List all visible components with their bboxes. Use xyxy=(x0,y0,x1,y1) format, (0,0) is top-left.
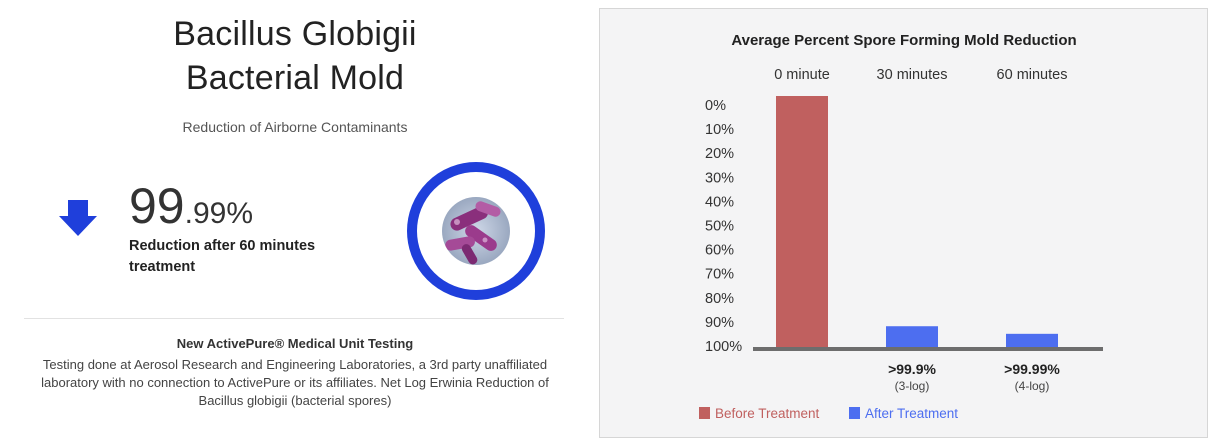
value-label-0: >99.9% xyxy=(888,361,936,377)
y-tick-label-0: 0% xyxy=(705,98,726,114)
y-tick-label-1: 10% xyxy=(705,122,734,138)
category-label-0: 0 minute xyxy=(774,67,830,83)
bar-after-treatment-1 xyxy=(886,326,938,349)
title-line-1: Bacillus Globigii xyxy=(173,15,417,53)
y-tick-label-2: 20% xyxy=(705,146,734,162)
y-tick-label-10: 100% xyxy=(705,339,742,355)
spore-reduction-chart: Average Percent Spore Forming Mold Reduc… xyxy=(699,32,1103,421)
y-tick-label-9: 90% xyxy=(705,315,734,331)
log-label-1: (4-log) xyxy=(1015,379,1050,393)
category-label-2: 60 minutes xyxy=(997,67,1068,83)
legend-label-0: Before Treatment xyxy=(715,406,820,421)
x-axis-line xyxy=(753,347,1103,351)
y-tick-label-4: 40% xyxy=(705,194,734,210)
arrow-down-icon xyxy=(59,200,97,236)
log-label-0: (3-log) xyxy=(895,379,930,393)
bar-after-treatment-2 xyxy=(1006,333,1058,349)
bacteria-image-icon xyxy=(407,162,545,300)
y-tick-label-7: 70% xyxy=(705,267,734,283)
testing-note-title: New ActivePure® Medical Unit Testing xyxy=(176,336,414,351)
legend-swatch-0 xyxy=(699,407,710,419)
y-tick-label-8: 80% xyxy=(705,291,734,307)
bar-before-treatment-0 xyxy=(776,96,828,349)
value-label-1: >99.99% xyxy=(1004,361,1060,377)
legend-label-1: After Treatment xyxy=(865,406,958,421)
reduction-value-decimal: .99% xyxy=(184,197,254,230)
reduction-value-integer: 99 xyxy=(129,178,185,234)
y-tick-label-6: 60% xyxy=(705,243,734,259)
y-tick-label-3: 30% xyxy=(705,170,734,186)
category-label-1: 30 minutes xyxy=(877,67,948,83)
chart-panel: Average Percent Spore Forming Mold Reduc… xyxy=(599,8,1208,438)
mold-summary-panel: Bacillus Globigii Bacterial Mold Reducti… xyxy=(0,0,590,441)
reduction-percentage: 99.99% xyxy=(129,178,253,242)
page-subtitle: Reduction of Airborne Contaminants xyxy=(182,119,408,135)
legend-swatch-1 xyxy=(849,407,860,419)
reduction-caption: Reduction after 60 minutes treatment xyxy=(129,238,316,275)
y-tick-label-5: 50% xyxy=(705,219,734,235)
section-divider xyxy=(24,318,564,319)
testing-note-body: Testing done at Aerosol Research and Eng… xyxy=(41,357,549,408)
title-line-2: Bacterial Mold xyxy=(185,59,405,97)
page-title: Bacillus Globigii Bacterial Mold xyxy=(0,12,590,100)
chart-title: Average Percent Spore Forming Mold Reduc… xyxy=(731,32,1076,49)
